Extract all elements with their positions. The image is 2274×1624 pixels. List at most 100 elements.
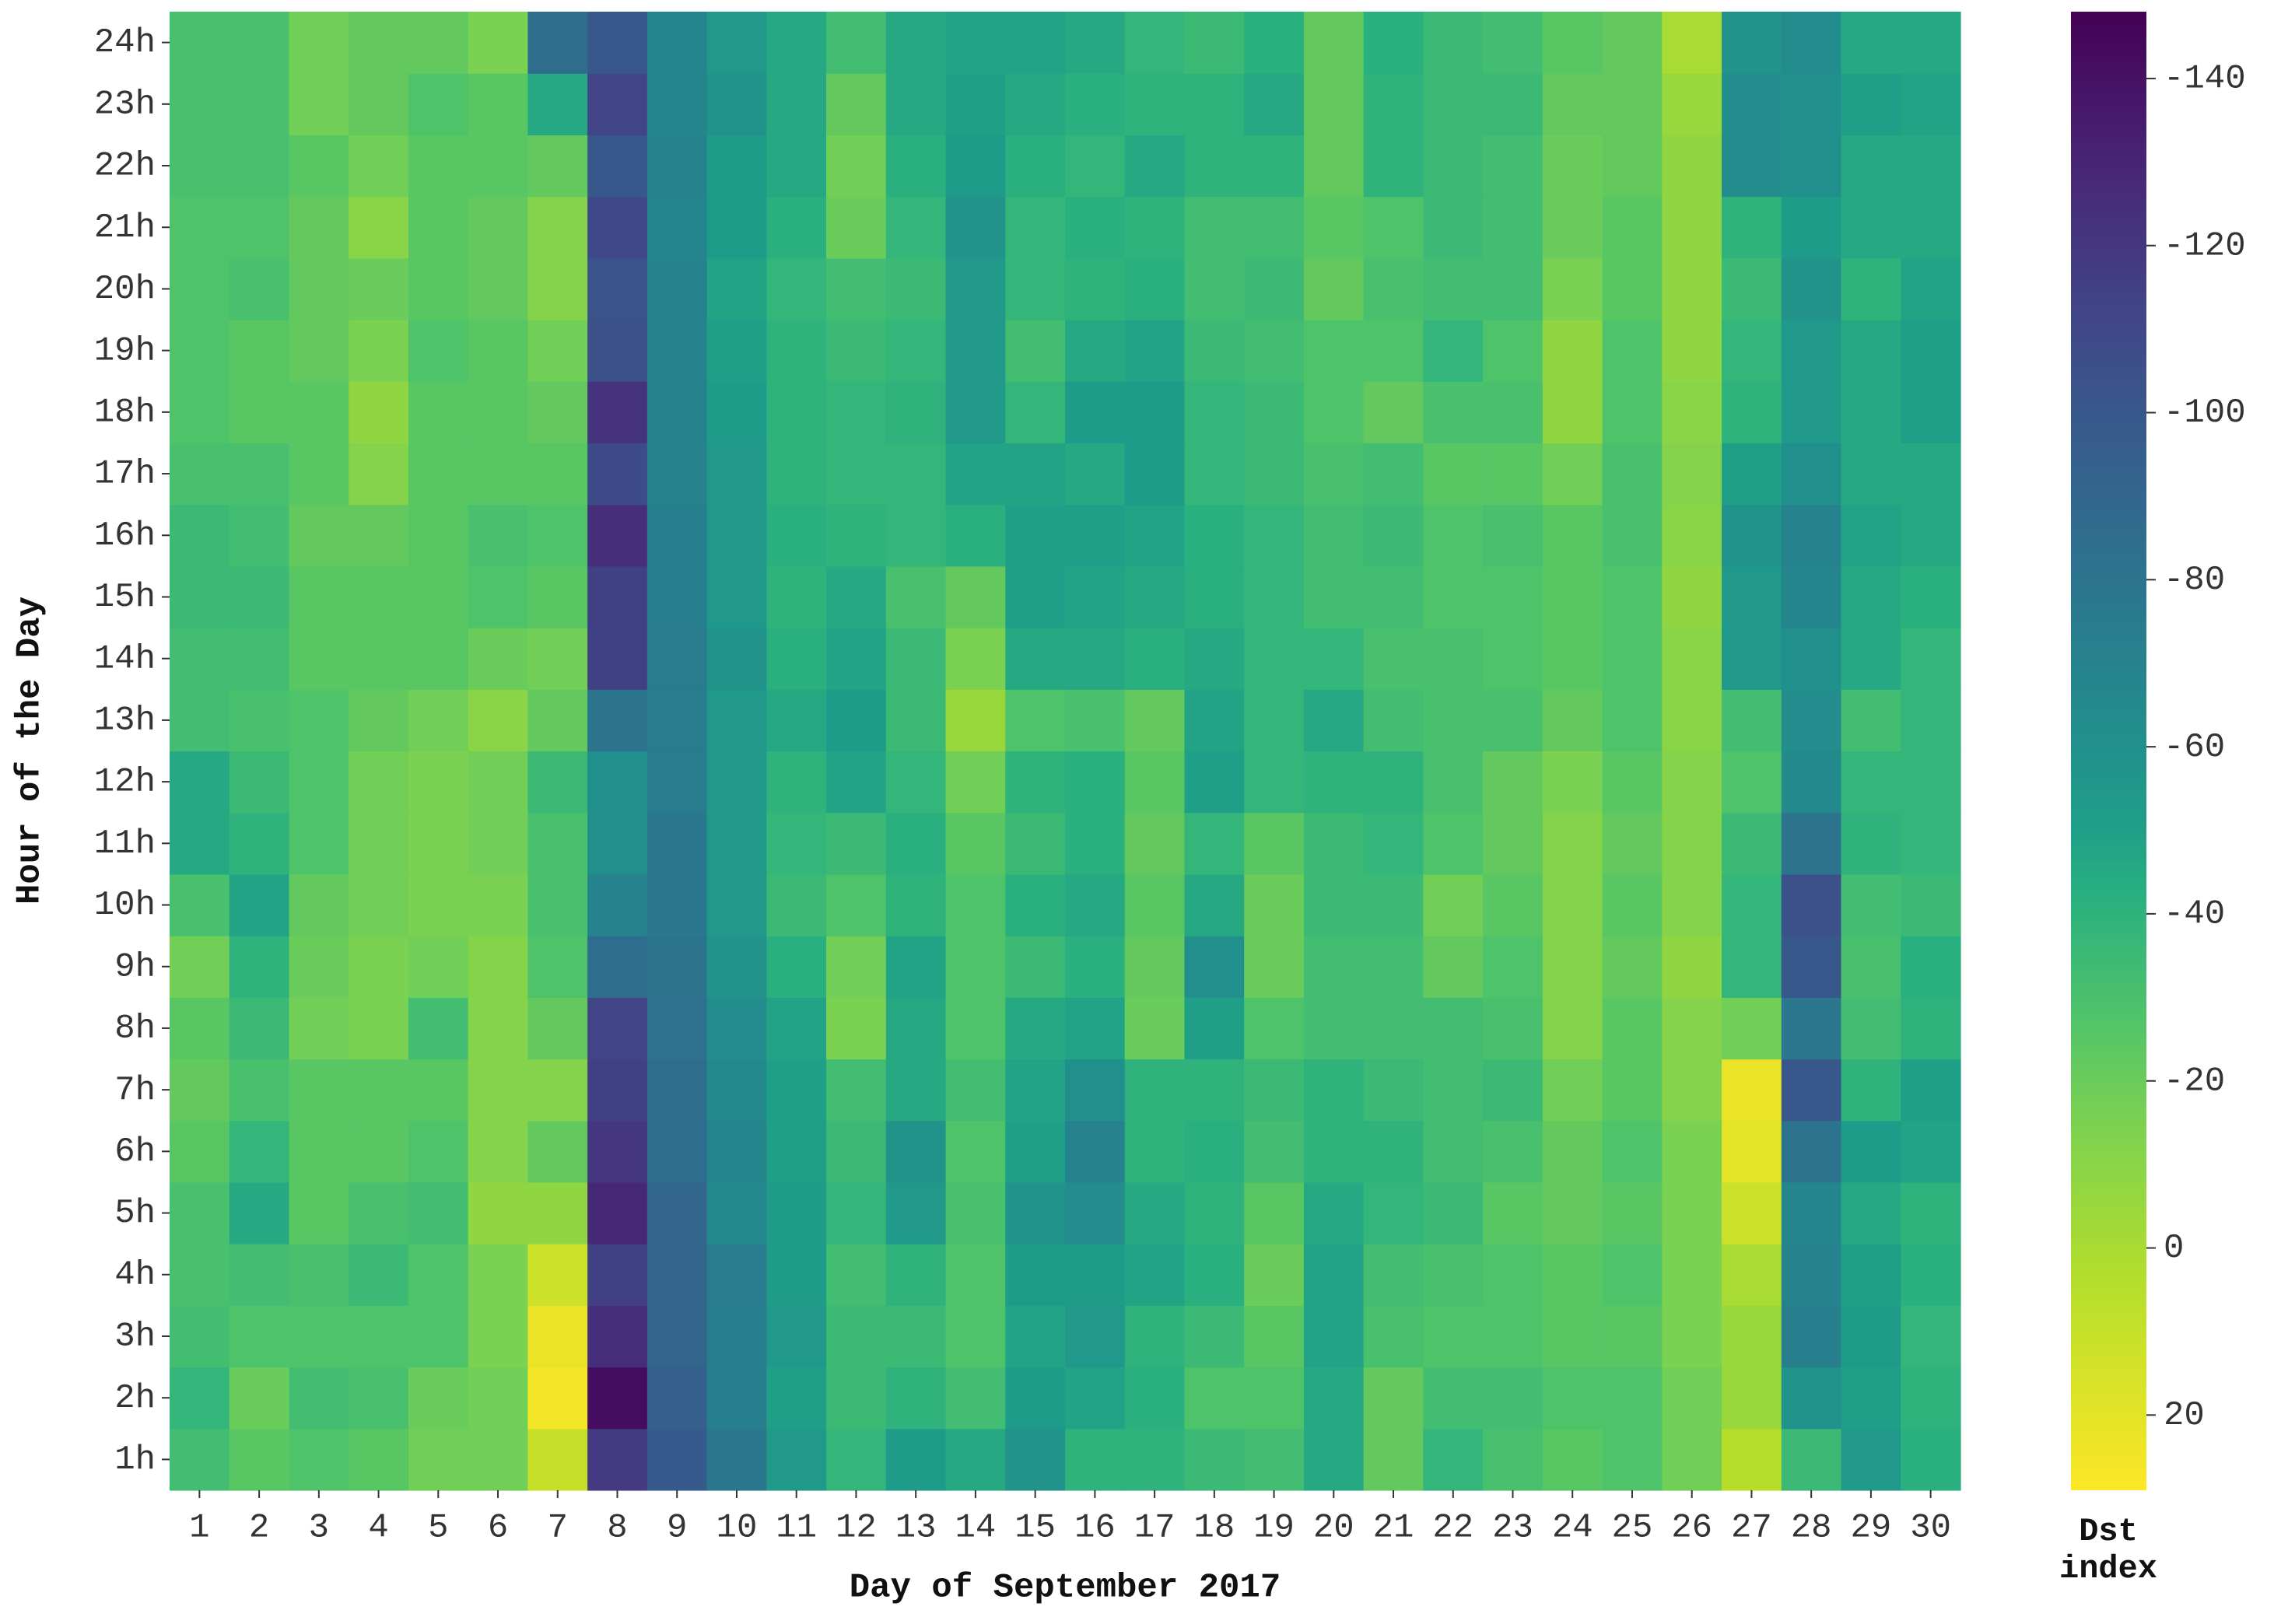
heatmap-cell bbox=[1483, 1181, 1543, 1244]
heatmap-cell bbox=[289, 751, 349, 814]
heatmap-cell bbox=[1423, 320, 1484, 382]
heatmap-cell bbox=[468, 381, 528, 444]
heatmap-cell bbox=[1841, 1059, 1901, 1122]
heatmap-cell bbox=[1901, 628, 1961, 690]
heatmap-cell bbox=[1065, 689, 1126, 752]
heatmap-cell bbox=[1901, 812, 1961, 875]
heatmap-cell bbox=[1542, 751, 1603, 814]
heatmap-cell bbox=[1363, 381, 1424, 444]
heatmap-cell bbox=[1483, 1428, 1543, 1491]
heatmap-cell bbox=[826, 73, 887, 136]
heatmap-cell bbox=[349, 196, 409, 259]
heatmap-cell bbox=[766, 751, 827, 814]
heatmap-cell bbox=[1184, 12, 1245, 74]
heatmap-cell bbox=[1363, 1120, 1424, 1183]
heatmap-cell bbox=[1901, 381, 1961, 444]
heatmap-cell bbox=[766, 812, 827, 875]
heatmap-cell bbox=[1662, 320, 1722, 382]
heatmap-cell bbox=[646, 689, 708, 752]
heatmap-cell bbox=[766, 196, 827, 259]
heatmap-cell bbox=[1363, 873, 1424, 936]
heatmap-cell bbox=[1841, 443, 1901, 506]
heatmap-cell bbox=[408, 73, 469, 136]
heatmap-cell bbox=[1602, 257, 1663, 320]
heatmap-cell bbox=[1005, 257, 1066, 320]
heatmap-cell bbox=[349, 873, 409, 936]
heatmap-cell bbox=[885, 997, 947, 1060]
heatmap-cell bbox=[1124, 812, 1186, 875]
heatmap-cell bbox=[587, 1244, 648, 1306]
heatmap-cell bbox=[826, 812, 887, 875]
heatmap-cell bbox=[1303, 1181, 1365, 1244]
heatmap-cell bbox=[1184, 1244, 1245, 1306]
heatmap-cell bbox=[289, 689, 349, 752]
heatmap-cell bbox=[1363, 689, 1424, 752]
heatmap-cell bbox=[1184, 565, 1245, 628]
heatmap-cell bbox=[468, 257, 528, 320]
heatmap-cell bbox=[170, 1428, 230, 1491]
heatmap-cell bbox=[1483, 1367, 1543, 1430]
heatmap-cell bbox=[170, 689, 230, 752]
heatmap-cell bbox=[1483, 565, 1543, 628]
heatmap-cell bbox=[229, 1244, 290, 1306]
heatmap-cell bbox=[646, 504, 708, 567]
heatmap-cell bbox=[587, 689, 648, 752]
heatmap-cell bbox=[349, 565, 409, 628]
heatmap-cell bbox=[1244, 196, 1305, 259]
heatmap-cell bbox=[1184, 443, 1245, 506]
heatmap-cell bbox=[1363, 73, 1424, 136]
heatmap-cell bbox=[1005, 504, 1066, 567]
heatmap-cell bbox=[408, 751, 469, 814]
heatmap-cell bbox=[1244, 73, 1305, 136]
heatmap-cell bbox=[1841, 628, 1901, 690]
heatmap-cell bbox=[1662, 12, 1722, 74]
heatmap-cell bbox=[1303, 73, 1365, 136]
heatmap-cell bbox=[1602, 381, 1663, 444]
heatmap-cell bbox=[1363, 1181, 1424, 1244]
heatmap-cell bbox=[289, 565, 349, 628]
heatmap-cell bbox=[706, 257, 767, 320]
heatmap-cell bbox=[1722, 689, 1782, 752]
heatmap-cell bbox=[826, 1367, 887, 1430]
heatmap-cell bbox=[766, 936, 827, 998]
heatmap-cell bbox=[1423, 257, 1484, 320]
heatmap-cell bbox=[826, 443, 887, 506]
heatmap-cell bbox=[229, 751, 290, 814]
heatmap-cell bbox=[229, 1059, 290, 1122]
heatmap-cell bbox=[885, 1244, 947, 1306]
heatmap-cell bbox=[1901, 1244, 1961, 1306]
heatmap-cell bbox=[1124, 1367, 1186, 1430]
y-tick-label: 23h bbox=[94, 85, 156, 124]
heatmap-cell bbox=[527, 504, 588, 567]
heatmap-cell bbox=[468, 12, 528, 74]
y-tick-label: 24h bbox=[94, 23, 156, 62]
heatmap-cell bbox=[1662, 1120, 1722, 1183]
heatmap-cell bbox=[527, 443, 588, 506]
heatmap-cell bbox=[1184, 1367, 1245, 1430]
heatmap-cell bbox=[1363, 320, 1424, 382]
heatmap-cell bbox=[826, 1059, 887, 1122]
heatmap-cell bbox=[468, 1120, 528, 1183]
heatmap-cell bbox=[229, 504, 290, 567]
heatmap-cell bbox=[1542, 1428, 1603, 1491]
heatmap-cell bbox=[587, 257, 648, 320]
heatmap-cell bbox=[1841, 812, 1901, 875]
heatmap-cell bbox=[1901, 1367, 1961, 1430]
heatmap-cell bbox=[1124, 1305, 1186, 1368]
heatmap-cell bbox=[1244, 1305, 1305, 1368]
heatmap-cell bbox=[1542, 997, 1603, 1060]
heatmap-cell bbox=[1065, 1059, 1126, 1122]
heatmap-cell bbox=[527, 135, 588, 198]
heatmap-cell bbox=[766, 12, 827, 74]
heatmap-cell bbox=[1303, 628, 1365, 690]
heatmap-cell bbox=[408, 1181, 469, 1244]
heatmap-cell bbox=[1005, 12, 1066, 74]
heatmap-cell bbox=[945, 73, 1006, 136]
heatmap-cell bbox=[349, 73, 409, 136]
heatmap-cell bbox=[646, 12, 708, 74]
heatmap-cell bbox=[229, 565, 290, 628]
heatmap-cell bbox=[1005, 1181, 1066, 1244]
heatmap-cell bbox=[826, 689, 887, 752]
heatmap-cell bbox=[527, 320, 588, 382]
